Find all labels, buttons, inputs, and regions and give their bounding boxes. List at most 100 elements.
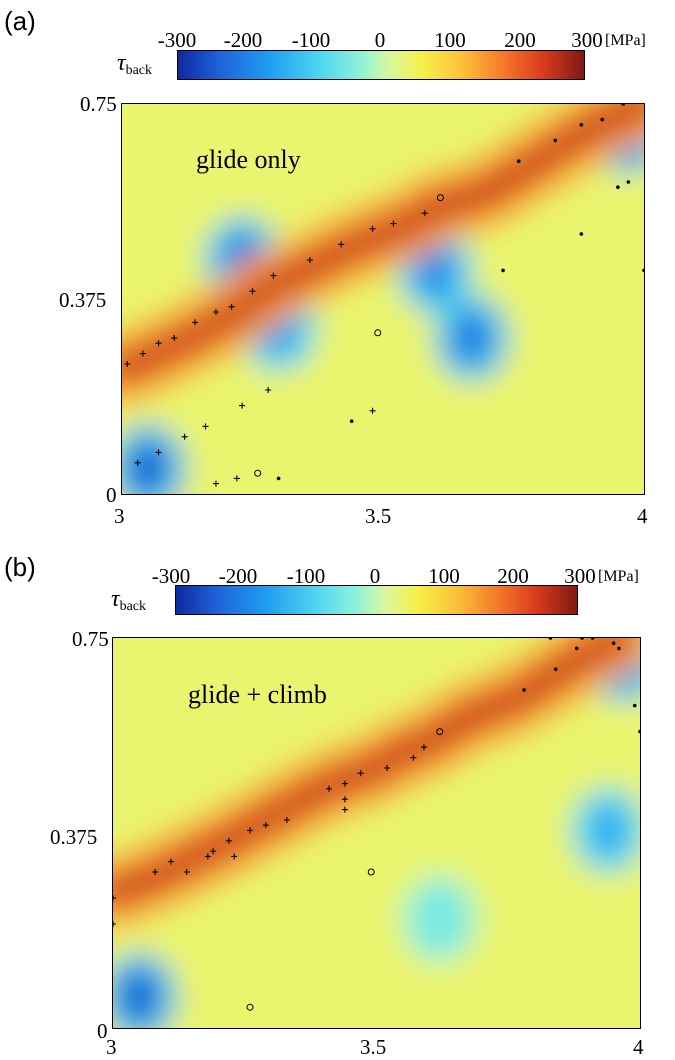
dislocation-dot <box>553 138 558 143</box>
field-layer <box>122 104 644 494</box>
cbar-a-tick: 200 <box>504 28 536 52</box>
cbar-a-tick: 100 <box>434 28 466 52</box>
hot-band <box>113 638 632 906</box>
dislocation-plus <box>210 848 217 855</box>
y-tick: 0.75 <box>72 627 109 651</box>
dislocation-dot <box>501 268 505 273</box>
dislocation-plus <box>326 785 333 792</box>
dislocation-dot <box>616 185 620 189</box>
y-tick: 0.375 <box>50 825 98 849</box>
x-tick: 3.5 <box>360 1035 387 1059</box>
panel-a-label: (a) <box>4 6 36 36</box>
dislocation-plus <box>202 423 209 430</box>
y-tick: 0.375 <box>59 288 107 312</box>
dislocation-plus <box>139 350 146 357</box>
heatmap-a-svg <box>122 104 644 494</box>
x-tick: 4 <box>633 1035 644 1059</box>
dislocation-plus <box>181 433 188 440</box>
dislocation-plus <box>390 220 397 227</box>
dislocation-plus <box>384 765 391 771</box>
annotation-b: glide + climb <box>188 680 327 709</box>
dislocation-circle <box>367 868 375 876</box>
x-tick: 3 <box>114 504 125 528</box>
dislocation-plus <box>357 770 364 777</box>
heatmap-b-svg <box>113 638 640 1028</box>
dislocation-dot <box>574 646 579 651</box>
cold-spot <box>421 892 458 945</box>
heatmap-a <box>121 103 645 495</box>
dislocation-plus <box>247 827 254 834</box>
dislocation-dot <box>522 688 526 692</box>
dislocation-plus <box>192 319 199 326</box>
dislocation-plus <box>338 241 345 248</box>
dislocation-circle <box>436 728 444 736</box>
dislocation-plus <box>212 309 219 315</box>
dislocation-dot <box>590 638 595 640</box>
cbar-a-tick: 300 <box>571 28 603 52</box>
dislocation-plus <box>283 817 290 823</box>
dislocation-plus <box>233 475 240 482</box>
cbar-a-tick: 0 <box>374 28 386 52</box>
dislocation-dot <box>276 476 281 481</box>
annotation-a: glide only <box>196 145 301 174</box>
colorbar-a-gradient <box>177 50 585 80</box>
dislocation-plus <box>249 288 256 295</box>
dislocation-circle <box>246 1003 254 1011</box>
x-tick: 4 <box>637 504 648 528</box>
dislocation-plus <box>369 225 376 232</box>
cbar-b-tick: 0 <box>369 564 381 588</box>
dislocation-circle <box>436 194 444 202</box>
cbar-a-tick: -100 <box>291 28 331 52</box>
dislocation-plus <box>228 303 235 310</box>
dislocation-dot <box>579 123 584 127</box>
cbar-b-tick: -200 <box>218 564 258 588</box>
dislocation-plus <box>369 407 376 414</box>
dislocation-plus <box>212 480 219 487</box>
dislocation-dot <box>642 268 644 273</box>
cbar-b-symbol: τback <box>111 586 147 614</box>
colorbar-b-gradient <box>175 585 578 615</box>
dislocation-dot <box>621 104 625 106</box>
cbar-b-tick: 100 <box>428 564 460 588</box>
cbar-b-tick: -300 <box>151 564 191 588</box>
dislocation-plus <box>239 402 246 409</box>
cold-spot <box>453 312 490 364</box>
dislocation-dot <box>611 641 616 645</box>
dislocation-dot <box>553 667 558 671</box>
dislocation-plus <box>225 837 232 844</box>
dislocation-dot <box>600 117 605 122</box>
dislocation-plus <box>265 387 272 393</box>
y-tick: 0.75 <box>80 92 117 116</box>
dislocation-dot <box>626 180 631 184</box>
dislocation-plus <box>124 361 131 367</box>
dislocation-dot <box>579 232 584 236</box>
cold-spot <box>130 442 167 494</box>
heatmap-b <box>112 637 641 1029</box>
x-tick: 3 <box>106 1035 117 1059</box>
cbar-b-unit: [MPa] <box>598 568 639 585</box>
dislocation-plus <box>134 459 141 466</box>
dislocation-circle <box>254 469 262 477</box>
dislocation-plus <box>171 335 178 341</box>
dislocation-plus <box>183 869 190 875</box>
cbar-a-symbol: τback <box>117 50 153 78</box>
y-tick: 0 <box>106 483 117 507</box>
cbar-b-tick: -100 <box>286 564 326 588</box>
dislocation-plus <box>152 869 159 875</box>
dislocation-plus <box>113 895 116 901</box>
dislocation-plus <box>231 853 238 860</box>
dislocation-plus <box>270 272 277 279</box>
dislocation-plus <box>262 822 269 829</box>
dislocation-plus <box>410 754 417 761</box>
dislocation-plus <box>155 449 162 456</box>
dislocation-dot <box>548 638 553 640</box>
y-tick: 0 <box>97 1019 108 1043</box>
panel-b-label: (b) <box>4 552 36 582</box>
cbar-a-tick: -300 <box>157 28 197 52</box>
hot-band <box>122 104 644 383</box>
x-tick: 3.5 <box>365 504 392 528</box>
cold-spot <box>590 804 627 857</box>
dislocation-plus <box>155 340 162 347</box>
dislocation-circle <box>374 329 382 337</box>
cold-spot <box>417 244 454 297</box>
